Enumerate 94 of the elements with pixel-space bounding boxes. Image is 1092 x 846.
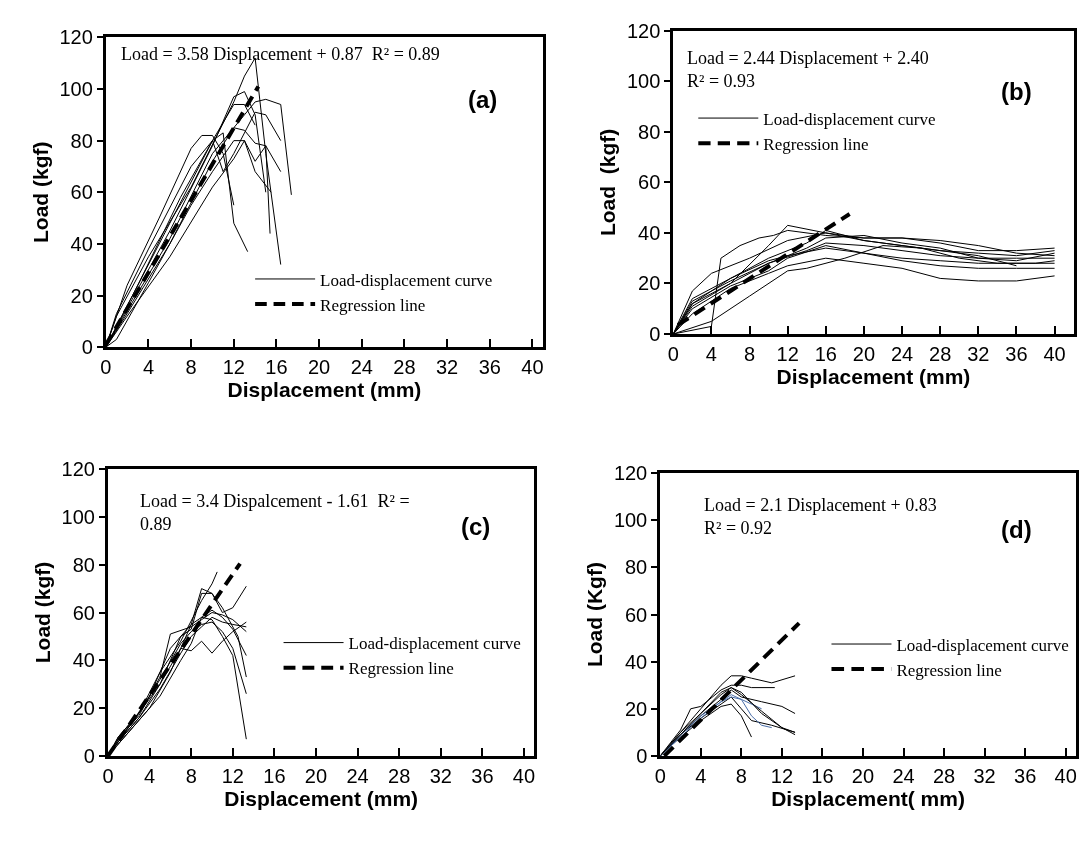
x-tick-label: 12 bbox=[770, 764, 794, 787]
x-tick-label: 16 bbox=[263, 764, 286, 787]
x-tick-label: 36 bbox=[1005, 343, 1028, 366]
x-axis-title: Displacement (mm) bbox=[776, 365, 971, 389]
y-tick-label: 20 bbox=[72, 697, 95, 720]
y-tick-label: 60 bbox=[72, 601, 95, 624]
legend-label: Regression line bbox=[763, 134, 869, 154]
x-tick-label: 0 bbox=[100, 356, 112, 379]
x-tick-label: 24 bbox=[350, 356, 373, 379]
y-tick-label: 100 bbox=[59, 78, 93, 101]
y-tick-label: 100 bbox=[613, 509, 648, 532]
x-tick-label: 4 bbox=[695, 764, 707, 787]
legend-label: Load-displacement curve bbox=[348, 634, 521, 654]
annotation: Load = 3.4 Dispalcement - 1.61 R² = 0.89 bbox=[140, 491, 410, 535]
x-tick-label: 16 bbox=[265, 356, 288, 379]
x-tick-label: 16 bbox=[811, 764, 834, 787]
x-tick-label: 4 bbox=[142, 356, 155, 379]
x-tick-label: 28 bbox=[932, 764, 956, 787]
y-tick-label: 80 bbox=[70, 129, 93, 152]
x-tick-label: 12 bbox=[221, 764, 244, 787]
y-tick-label: 0 bbox=[83, 744, 95, 767]
y-tick-label: 40 bbox=[625, 650, 648, 673]
x-tick-label: 40 bbox=[1054, 764, 1077, 787]
x-tick-label: 40 bbox=[512, 764, 536, 787]
x-tick-label: 16 bbox=[814, 343, 837, 366]
x-tick-label: 20 bbox=[851, 764, 875, 787]
y-axis-title: Load (Kgf) bbox=[583, 562, 607, 668]
y-axis-title: Load (kgf) bbox=[596, 128, 620, 237]
x-tick-label: 24 bbox=[346, 764, 369, 787]
legend-label: Load-displacement curve bbox=[320, 270, 493, 290]
x-tick-label: 24 bbox=[890, 343, 914, 366]
x-tick-label: 32 bbox=[967, 343, 990, 366]
y-tick-label: 40 bbox=[72, 649, 95, 672]
y-tick-label: 60 bbox=[625, 603, 648, 626]
y-tick-label: 20 bbox=[70, 284, 93, 307]
y-tick-label: 80 bbox=[72, 553, 95, 576]
x-tick-label: 0 bbox=[102, 764, 114, 787]
x-tick-label: 32 bbox=[429, 764, 452, 787]
x-tick-label: 12 bbox=[222, 356, 245, 379]
annotation: Load = 3.58 Displacement + 0.87 R² = 0.89 bbox=[121, 44, 440, 64]
x-tick-label: 40 bbox=[521, 356, 544, 379]
legend-label: Regression line bbox=[348, 659, 454, 679]
y-tick-label: 0 bbox=[649, 323, 661, 346]
x-tick-label: 32 bbox=[435, 356, 459, 379]
legend-label: Load-displacement curve bbox=[896, 635, 1069, 655]
x-tick-label: 36 bbox=[478, 356, 501, 379]
annotation: Load = 2.1 Displacement + 0.83 R² = 0.92 bbox=[704, 495, 937, 539]
y-tick-label: 120 bbox=[613, 462, 648, 485]
y-tick-label: 20 bbox=[625, 697, 648, 720]
y-tick-label: 80 bbox=[638, 120, 661, 143]
x-tick-label: 20 bbox=[307, 356, 331, 379]
legend-label: Load-displacement curve bbox=[763, 109, 936, 129]
y-axis-title: Load (kgf) bbox=[28, 141, 52, 244]
annotation: (c) bbox=[461, 513, 491, 540]
x-tick-label: 32 bbox=[973, 764, 996, 787]
x-tick-label: 28 bbox=[393, 356, 416, 379]
annotation: (a) bbox=[468, 86, 498, 113]
x-tick-label: 8 bbox=[185, 356, 197, 379]
annotation: Load = 2.44 Displacement + 2.40 R² = 0.93 bbox=[687, 48, 929, 92]
y-tick-label: 120 bbox=[59, 26, 93, 49]
x-tick-label: 36 bbox=[1014, 764, 1037, 787]
x-tick-label: 28 bbox=[388, 764, 411, 787]
x-tick-label: 40 bbox=[1043, 343, 1066, 366]
y-tick-label: 120 bbox=[61, 458, 95, 481]
y-tick-label: 100 bbox=[626, 70, 661, 93]
x-tick-label: 4 bbox=[705, 343, 717, 366]
x-tick-label: 36 bbox=[471, 764, 494, 787]
x-tick-label: 8 bbox=[185, 764, 197, 787]
x-tick-label: 0 bbox=[667, 343, 679, 366]
x-tick-label: 28 bbox=[929, 343, 952, 366]
y-tick-label: 80 bbox=[625, 556, 648, 579]
y-tick-label: 40 bbox=[70, 232, 93, 255]
y-tick-label: 120 bbox=[626, 19, 661, 42]
x-tick-label: 20 bbox=[304, 764, 328, 787]
y-tick-label: 60 bbox=[638, 171, 661, 194]
annotation: (b) bbox=[1001, 78, 1032, 105]
y-tick-label: 100 bbox=[61, 505, 95, 528]
annotation: (d) bbox=[1001, 516, 1032, 543]
x-tick-label: 20 bbox=[852, 343, 876, 366]
x-axis-title: Displacement (mm) bbox=[224, 786, 419, 810]
y-tick-label: 0 bbox=[636, 744, 648, 767]
x-tick-label: 4 bbox=[144, 764, 156, 787]
y-tick-label: 40 bbox=[638, 221, 661, 244]
y-tick-label: 20 bbox=[638, 272, 661, 295]
x-tick-label: 8 bbox=[735, 764, 747, 787]
x-axis-title: Displacement (mm) bbox=[227, 378, 422, 402]
x-tick-label: 8 bbox=[743, 343, 756, 366]
legend-label: Regression line bbox=[320, 295, 426, 315]
legend-label: Regression line bbox=[896, 660, 1002, 680]
x-axis-title: Displacement( mm) bbox=[771, 786, 965, 810]
y-tick-label: 60 bbox=[70, 181, 93, 204]
y-axis-title: Load (kgf) bbox=[30, 561, 54, 664]
x-tick-label: 24 bbox=[892, 764, 915, 787]
x-tick-label: 12 bbox=[776, 343, 799, 366]
